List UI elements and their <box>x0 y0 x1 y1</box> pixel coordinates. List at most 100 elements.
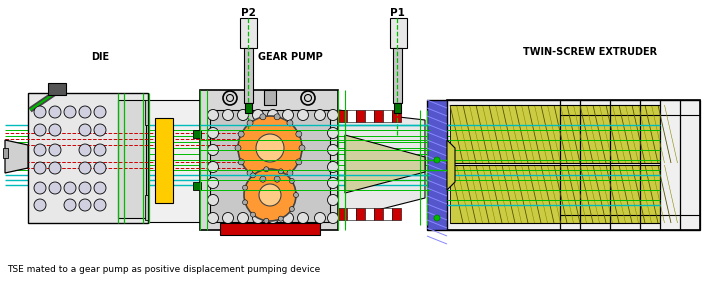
Circle shape <box>223 212 233 223</box>
Circle shape <box>79 124 91 136</box>
Polygon shape <box>365 208 374 220</box>
Circle shape <box>94 124 106 136</box>
Circle shape <box>274 114 280 120</box>
Circle shape <box>94 199 106 211</box>
Circle shape <box>94 182 106 194</box>
Circle shape <box>282 110 294 121</box>
Polygon shape <box>356 208 365 220</box>
Bar <box>220 223 320 235</box>
Bar <box>145 100 148 125</box>
Circle shape <box>268 110 279 121</box>
Polygon shape <box>374 208 383 220</box>
Polygon shape <box>383 110 392 122</box>
Bar <box>155 118 173 203</box>
Circle shape <box>268 212 279 223</box>
Circle shape <box>49 124 61 136</box>
Circle shape <box>238 131 244 137</box>
Circle shape <box>434 215 440 221</box>
Circle shape <box>94 106 106 118</box>
Bar <box>244 48 253 103</box>
Circle shape <box>253 212 264 223</box>
Circle shape <box>244 169 296 221</box>
Bar <box>390 18 407 48</box>
Polygon shape <box>338 208 347 220</box>
Bar <box>264 90 276 105</box>
Circle shape <box>264 218 269 223</box>
Polygon shape <box>365 110 374 122</box>
Circle shape <box>327 110 338 121</box>
Circle shape <box>49 144 61 156</box>
Text: DIE: DIE <box>91 52 109 62</box>
Circle shape <box>289 178 294 183</box>
Bar <box>450 105 660 163</box>
Polygon shape <box>392 208 401 220</box>
Circle shape <box>208 144 218 155</box>
Text: TWIN-SCREW EXTRUDER: TWIN-SCREW EXTRUDER <box>523 47 657 57</box>
Circle shape <box>297 212 309 223</box>
Bar <box>28 93 148 223</box>
Circle shape <box>297 110 309 121</box>
Circle shape <box>327 128 338 139</box>
Circle shape <box>434 157 440 163</box>
Bar <box>48 83 66 95</box>
Text: P1: P1 <box>390 8 404 18</box>
Circle shape <box>79 144 91 156</box>
Circle shape <box>238 159 244 165</box>
Circle shape <box>251 212 256 217</box>
Circle shape <box>289 207 294 212</box>
Circle shape <box>49 106 61 118</box>
Bar <box>145 195 148 220</box>
Circle shape <box>238 110 248 121</box>
Text: TSE mated to a gear pump as positive displacement pumping device: TSE mated to a gear pump as positive dis… <box>7 266 320 275</box>
Circle shape <box>94 162 106 174</box>
Circle shape <box>327 144 338 155</box>
Circle shape <box>247 170 253 176</box>
Polygon shape <box>338 110 347 122</box>
Circle shape <box>79 182 91 194</box>
Circle shape <box>296 131 302 137</box>
Circle shape <box>327 162 338 173</box>
Bar <box>393 48 402 103</box>
Circle shape <box>64 106 76 118</box>
Bar <box>200 90 338 230</box>
Circle shape <box>253 110 264 121</box>
Circle shape <box>256 134 284 162</box>
Circle shape <box>34 182 46 194</box>
Polygon shape <box>347 110 356 122</box>
Bar <box>210 110 330 222</box>
Circle shape <box>208 178 218 189</box>
Circle shape <box>243 185 248 190</box>
Polygon shape <box>447 140 455 190</box>
Circle shape <box>294 192 299 198</box>
Circle shape <box>208 212 218 223</box>
Circle shape <box>314 110 325 121</box>
Circle shape <box>327 194 338 205</box>
Circle shape <box>223 110 233 121</box>
Circle shape <box>34 199 46 211</box>
Circle shape <box>34 106 46 118</box>
Circle shape <box>49 162 61 174</box>
Bar <box>427 100 447 230</box>
Circle shape <box>34 162 46 174</box>
Circle shape <box>279 169 284 174</box>
Polygon shape <box>345 135 425 193</box>
Circle shape <box>260 176 266 182</box>
Bar <box>447 100 700 230</box>
Circle shape <box>94 144 106 156</box>
Circle shape <box>259 184 281 206</box>
Bar <box>193 182 201 190</box>
Circle shape <box>296 159 302 165</box>
Circle shape <box>243 200 248 205</box>
Circle shape <box>287 170 293 176</box>
Bar <box>450 165 660 223</box>
Polygon shape <box>392 110 401 122</box>
Circle shape <box>208 194 218 205</box>
Circle shape <box>79 199 91 211</box>
Circle shape <box>247 120 253 126</box>
Circle shape <box>64 199 76 211</box>
Circle shape <box>64 182 76 194</box>
Bar <box>240 18 257 48</box>
Polygon shape <box>383 208 392 220</box>
Circle shape <box>287 120 293 126</box>
Circle shape <box>260 114 266 120</box>
